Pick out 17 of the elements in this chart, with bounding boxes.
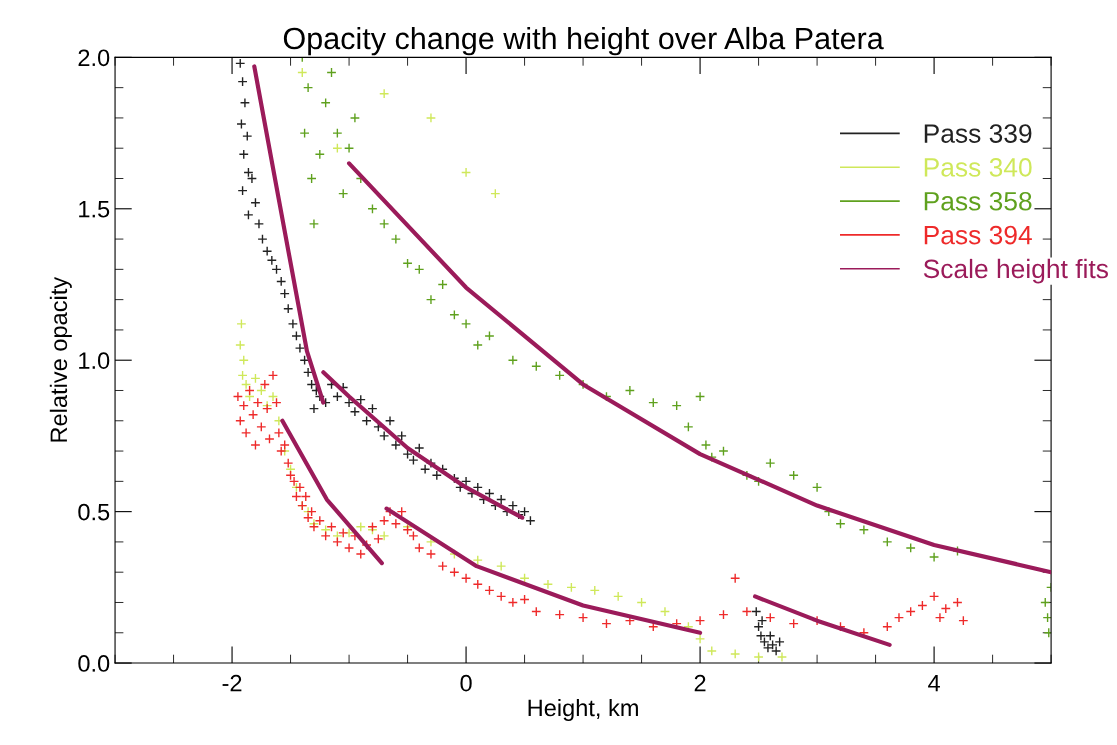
y-tick-label: 1.5	[79, 201, 110, 218]
x-tick-label: 4	[928, 675, 940, 692]
legend-label: Scale height fits	[923, 258, 1108, 284]
chart-title: Opacity change with height over Alba Patera	[283, 26, 884, 56]
legend-label: Pass 394	[924, 225, 1032, 245]
x-tick-label: -2	[222, 674, 242, 692]
legend-label: Pass 358	[924, 191, 1032, 211]
x-tick-label: 0	[460, 674, 472, 692]
y-axis-title: Relative opacity	[49, 276, 72, 442]
legend-label: Pass 339	[924, 124, 1032, 143]
legend-label: Pass 340	[924, 158, 1032, 177]
x-axis-title: Height, km	[528, 698, 638, 721]
y-tick-label: 1.0	[79, 352, 110, 369]
x-tick-label: 2	[694, 674, 706, 692]
y-tick-label: 0.0	[78, 655, 110, 672]
y-tick-label: 2.0	[78, 49, 110, 67]
y-tick-label: 0.5	[78, 503, 110, 521]
